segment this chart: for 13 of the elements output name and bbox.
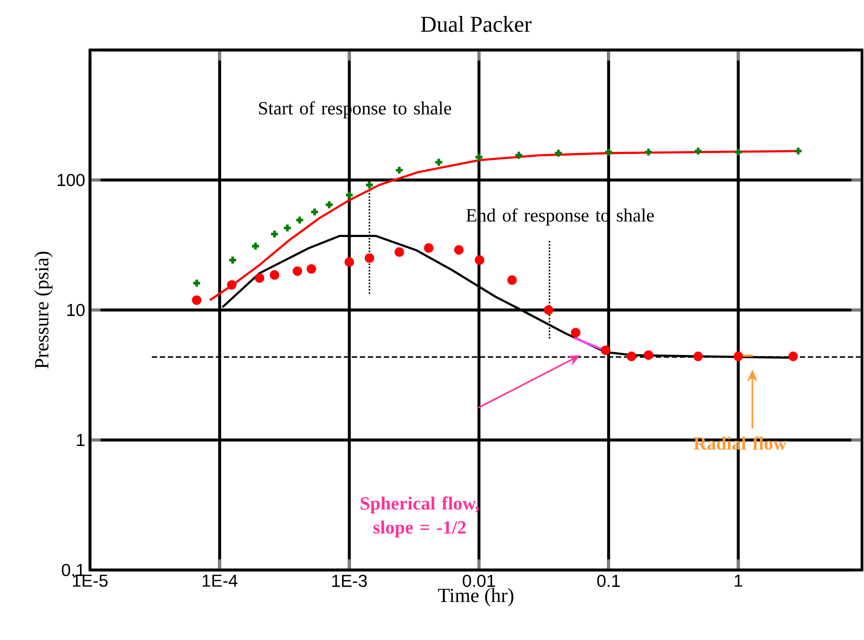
y-axis-title: Pressure (psia) [34, 252, 53, 369]
x-tick-label: 1E-5 [73, 574, 108, 587]
y-tick-label: 100 [58, 174, 85, 186]
x-tick-label: 1 [734, 574, 742, 587]
chart-title: Dual Packer [420, 16, 532, 32]
x-tick-label: 0.01 [462, 574, 495, 587]
x-tick-label: 1E-3 [332, 574, 367, 587]
y-tick-label: 10 [67, 304, 85, 316]
y-tick-label: 1 [76, 434, 84, 446]
x-axis-title: Time (hr) [438, 588, 514, 606]
x-tick-label: 1E-4 [202, 574, 238, 587]
y-tick-label: 0.1 [62, 564, 84, 576]
x-tick-label: 0.1 [597, 574, 620, 587]
